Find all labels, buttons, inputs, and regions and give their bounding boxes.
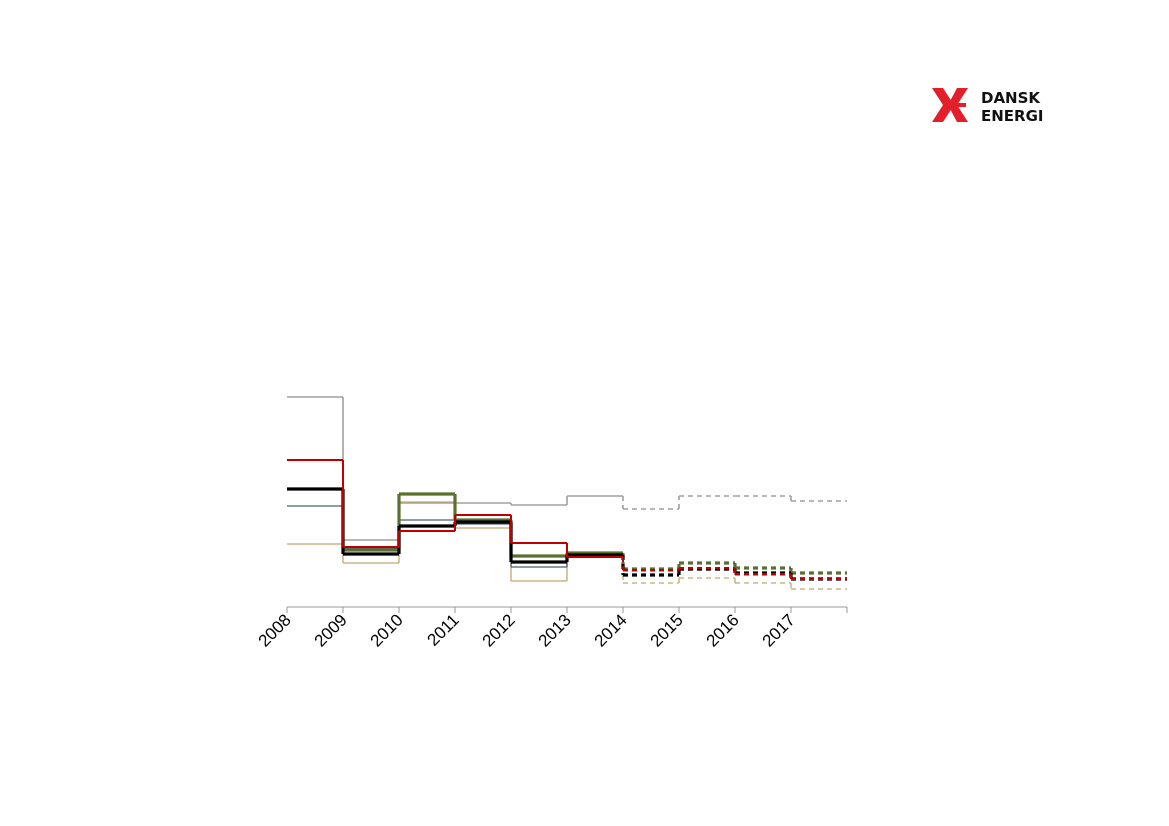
x-tick-label: 2015 (647, 610, 687, 650)
x-tick-label: 2014 (591, 610, 631, 650)
x-tick-label: 2013 (535, 610, 575, 650)
logo-mark (944, 103, 966, 107)
logo-text: ENERGI (981, 107, 1044, 125)
x-tick-label: 2010 (367, 610, 407, 650)
logo: DANSK ENERGI (932, 88, 1044, 125)
x-tick-label: 2016 (703, 610, 743, 650)
logo-mark (948, 88, 968, 122)
logo-text: DANSK (981, 89, 1041, 107)
x-tick-label: 2017 (759, 610, 799, 650)
x-tick-label: 2008 (255, 610, 295, 650)
logo-mark (932, 88, 954, 122)
x-tick-label: 2009 (311, 610, 351, 650)
x-tick-label: 2012 (479, 610, 519, 650)
x-tick-label: 2011 (424, 610, 463, 649)
